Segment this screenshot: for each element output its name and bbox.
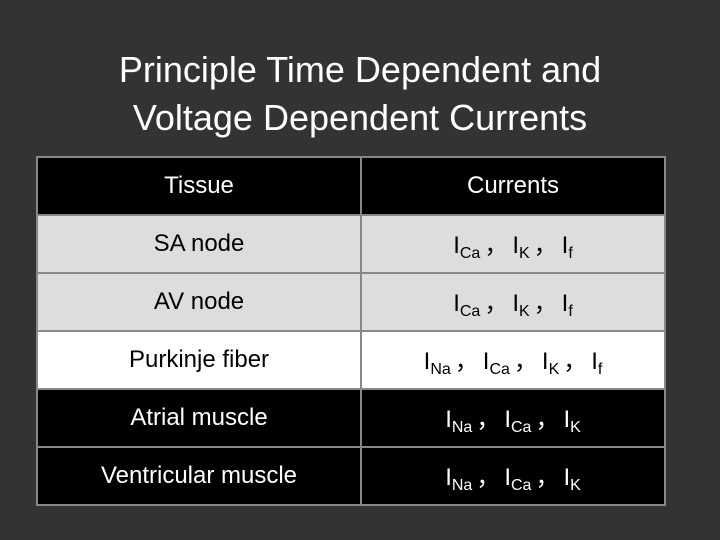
table-row: Ventricular muscle INa， ICa， IK [36, 446, 666, 506]
current-subscript: Ca [459, 245, 481, 262]
current-subscript: Na [430, 361, 451, 378]
separator: ， [535, 464, 560, 491]
current-symbol: I [453, 290, 460, 317]
separator: ， [484, 290, 509, 317]
current-subscript: Na [451, 477, 473, 494]
current-subscript: Ca [489, 361, 510, 378]
separator: ， [535, 406, 560, 433]
current-symbol: I [453, 232, 460, 259]
table-row: AV node ICa， IK， If [36, 272, 666, 332]
current-symbol: I [591, 348, 598, 375]
tissue-cell: AV node [36, 272, 362, 332]
table-row: SA node ICa， IK， If [36, 214, 666, 274]
current-subscript: K [548, 361, 560, 378]
current-subscript: Na [451, 419, 473, 436]
header-row: Tissue Currents [36, 156, 666, 216]
separator: ， [563, 348, 588, 375]
current-symbol: I [512, 232, 519, 259]
current-symbol: I [563, 464, 571, 491]
current-subscript: Ca [459, 303, 481, 320]
current-symbol: I [445, 406, 452, 433]
current-subscript: K [570, 477, 581, 494]
current-symbol: I [512, 290, 519, 317]
separator: ， [513, 348, 538, 375]
currents-cell: ICa， IK， If [360, 214, 666, 274]
title-line: Principle Time Dependent and [118, 49, 602, 90]
currents-cell: INa， ICa， IK [360, 446, 666, 506]
current-symbol: I [563, 406, 571, 433]
separator: ， [533, 290, 558, 317]
current-subscript: K [570, 419, 581, 436]
currents-cell: INa， ICa， IK， If [360, 330, 666, 390]
slide-title: Principle Time Dependent and Voltage Dep… [0, 46, 720, 142]
current-subscript: Ca [511, 419, 532, 436]
current-symbol: I [561, 290, 569, 317]
table-row: Atrial muscle INa， ICa， IK [36, 388, 666, 448]
separator: ， [476, 464, 501, 491]
current-symbol: I [504, 464, 511, 491]
current-symbol: I [561, 232, 569, 259]
currents-cell: INa， ICa， IK [360, 388, 666, 448]
title-line: Voltage Dependent Currents [132, 97, 588, 138]
tissue-cell: Ventricular muscle [36, 446, 362, 506]
current-symbol: I [423, 348, 431, 375]
current-subscript: K [519, 245, 530, 262]
current-symbol: I [445, 464, 452, 491]
table-row: Purkinje fiber INa， ICa， IK， If [36, 330, 666, 390]
current-symbol: I [482, 348, 490, 375]
currents-cell: ICa， IK， If [360, 272, 666, 332]
current-subscript: f [597, 361, 603, 378]
current-subscript: Ca [511, 477, 532, 494]
tissue-cell: Purkinje fiber [36, 330, 362, 390]
current-symbol: I [541, 348, 549, 375]
tissue-cell: SA node [36, 214, 362, 274]
separator: ， [454, 348, 479, 375]
current-subscript: f [568, 245, 573, 262]
header-cell: Tissue [36, 156, 362, 216]
current-subscript: f [568, 303, 573, 320]
separator: ， [484, 232, 509, 259]
separator: ， [476, 406, 501, 433]
tissue-cell: Atrial muscle [36, 388, 362, 448]
current-symbol: I [504, 406, 511, 433]
separator: ， [533, 232, 558, 259]
current-subscript: K [519, 303, 530, 320]
currents-table: Tissue Currents SA node ICa， IK， If AV nod… [36, 156, 666, 506]
header-cell: Currents [360, 156, 666, 216]
